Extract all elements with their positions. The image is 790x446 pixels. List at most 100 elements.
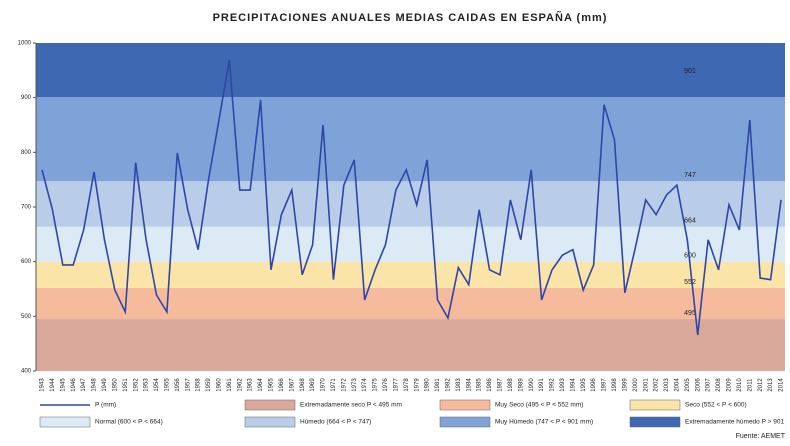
band <box>36 226 785 262</box>
x-tick-label: 1987 <box>498 378 504 392</box>
x-tick-label: 1966 <box>279 378 285 392</box>
legend-swatch <box>39 416 91 428</box>
x-tick-label: 1994 <box>570 378 576 392</box>
x-tick-label: 1964 <box>258 378 264 392</box>
x-tick-label: 1989 <box>518 378 524 392</box>
x-tick-label: 1952 <box>133 378 139 392</box>
x-tick-label: 1965 <box>269 378 275 392</box>
x-tick-label: 1973 <box>352 378 358 392</box>
band <box>36 261 785 288</box>
x-tick-label: 2002 <box>654 378 660 392</box>
x-tick-label: 1990 <box>529 378 535 392</box>
x-tick-label: 2005 <box>685 378 691 392</box>
x-tick-label: 1953 <box>144 378 150 392</box>
legend-swatch <box>439 416 491 428</box>
x-tick-label: 1980 <box>425 378 431 392</box>
x-tick-label: 1985 <box>477 378 483 392</box>
threshold-label: 495 <box>684 310 696 317</box>
x-tick-label: 1958 <box>196 378 202 392</box>
x-tick-label: 1951 <box>123 378 129 392</box>
x-tick-label: 1943 <box>40 378 46 392</box>
legend-label: Normal (600 < P < 664) <box>95 419 163 426</box>
x-tick-label: 1967 <box>289 378 295 392</box>
x-tick-label: 1986 <box>487 378 493 392</box>
x-tick-label: 2009 <box>727 378 733 392</box>
legend-swatch <box>244 416 296 428</box>
y-tick-label: 800 <box>21 150 32 156</box>
legend-swatch <box>629 416 681 428</box>
x-tick-label: 2000 <box>633 378 639 392</box>
y-tick-label: 400 <box>21 369 32 375</box>
legend-label: Seco (552 < P < 600) <box>685 402 747 409</box>
x-tick-label: 1955 <box>164 378 170 392</box>
x-tick-label: 1969 <box>310 378 316 392</box>
x-tick-label: 1975 <box>373 378 379 392</box>
x-tick-label: 1991 <box>539 378 545 392</box>
x-tick-label: 1961 <box>227 378 233 392</box>
x-tick-label: 1960 <box>217 378 223 392</box>
x-tick-label: 2014 <box>779 378 785 392</box>
band <box>36 287 785 320</box>
x-tick-label: 1944 <box>50 378 56 392</box>
line <box>41 59 782 336</box>
legend-label: P (mm) <box>95 402 116 409</box>
x-tick-label: 2008 <box>716 378 722 392</box>
threshold-label: 747 <box>684 172 696 179</box>
x-tick-label: 1948 <box>92 378 98 392</box>
x-tick-label: 1983 <box>456 378 462 392</box>
x-tick-label: 1982 <box>446 378 452 392</box>
x-tick-label: 2006 <box>695 378 701 392</box>
band <box>36 181 785 227</box>
legend-label: Extremadamente seco P < 495 mm <box>300 402 402 409</box>
x-tick-label: 1957 <box>185 378 191 392</box>
legend-swatch <box>244 399 296 411</box>
x-tick-label: 1998 <box>612 378 618 392</box>
x-tick-label: 1954 <box>154 378 160 392</box>
legend-label: Muy Seco (495 < P < 552 mm) <box>495 402 583 409</box>
x-tick-label: 2004 <box>674 378 680 392</box>
threshold-label: 901 <box>684 68 696 75</box>
x-tick-label: 1971 <box>331 378 337 392</box>
x-tick-label: 1997 <box>602 378 608 392</box>
threshold-label: 600 <box>684 253 696 260</box>
y-tick-label: 1000 <box>18 41 32 47</box>
source: Fuente: AEMET <box>736 433 786 440</box>
x-tick-label: 1946 <box>71 378 77 392</box>
x-tick-label: 2011 <box>747 378 753 392</box>
x-tick-label: 1949 <box>102 378 108 392</box>
x-tick-label: 2012 <box>758 378 764 392</box>
x-tick-label: 1996 <box>591 378 597 392</box>
x-tick-label: 1984 <box>466 378 472 392</box>
legend-label: Húmedo (664 < P < 747) <box>300 419 371 426</box>
x-tick-label: 1988 <box>508 378 514 392</box>
x-tick-label: 1992 <box>550 378 556 392</box>
x-tick-label: 1976 <box>383 378 389 392</box>
legend-label: Extremadamente húmedo P > 901 <box>685 419 784 426</box>
legend-label: Muy Húmedo (747 < P < 901 mm) <box>495 419 593 426</box>
x-tick-label: 1945 <box>60 378 66 392</box>
x-tick-label: 1968 <box>300 378 306 392</box>
x-tick-label: 1999 <box>622 378 628 392</box>
x-tick-label: 1972 <box>341 378 347 392</box>
y-tick-label: 900 <box>21 95 32 101</box>
threshold-label: 552 <box>684 279 696 286</box>
chart-title: PRECIPITACIONES ANUALES MEDIAS CAIDAS EN… <box>213 11 608 24</box>
x-tick-label: 1963 <box>248 378 254 392</box>
y-tick-label: 500 <box>21 314 32 320</box>
y-tick-label: 600 <box>21 259 32 265</box>
band <box>36 319 785 371</box>
x-tick-label: 1970 <box>321 378 327 392</box>
x-tick-label: 2007 <box>706 378 712 392</box>
x-tick-label: 2003 <box>664 378 670 392</box>
band <box>36 43 785 98</box>
legend-swatch <box>439 399 491 411</box>
threshold-label: 664 <box>684 218 696 225</box>
band <box>36 97 785 182</box>
y-tick-label: 700 <box>21 205 32 211</box>
x-tick-label: 1993 <box>560 378 566 392</box>
x-tick-label: 1974 <box>362 378 368 392</box>
legend-swatch <box>629 399 681 411</box>
x-tick-label: 1977 <box>393 378 399 392</box>
x-tick-label: 1950 <box>112 378 118 392</box>
